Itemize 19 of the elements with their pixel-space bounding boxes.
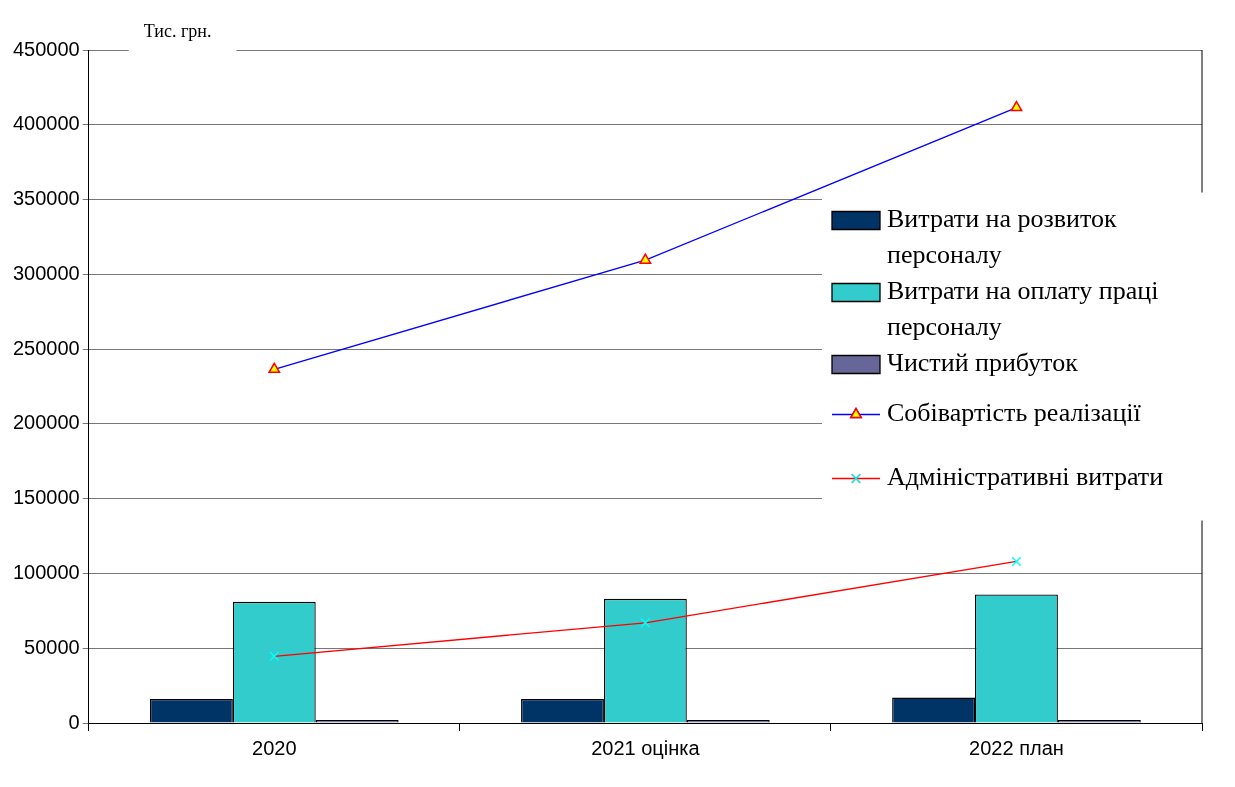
legend-label: Витрати на оплату праці персоналу	[887, 276, 1159, 342]
legend-label: Собівартість реалізації	[887, 398, 1142, 428]
y-tick-label: 300000	[12, 261, 80, 284]
y-tick-label: 400000	[12, 112, 80, 135]
x-tick-label: 2022 план	[969, 736, 1064, 759]
y-tick-label: 350000	[12, 187, 80, 210]
y-tick-label: 100000	[12, 560, 80, 583]
y-axis-title: Тис. грн.	[143, 20, 212, 41]
legend-label: Витрати на розвиток персоналу	[887, 204, 1118, 270]
y-tick-label: 450000	[12, 37, 80, 60]
x-tick-label: 2021 оцінка	[591, 736, 701, 759]
y-tick-label: 50000	[24, 635, 80, 658]
y-tick-label: 250000	[12, 336, 80, 359]
y-tick-label: 0	[68, 710, 80, 733]
legend-label: Чистий прибуток	[887, 348, 1079, 378]
y-tick-label: 150000	[12, 486, 80, 509]
y-tick-label: 200000	[12, 411, 80, 434]
legend-label: Адміністративні витрати	[887, 462, 1164, 492]
x-tick-label: 2020	[252, 736, 297, 759]
